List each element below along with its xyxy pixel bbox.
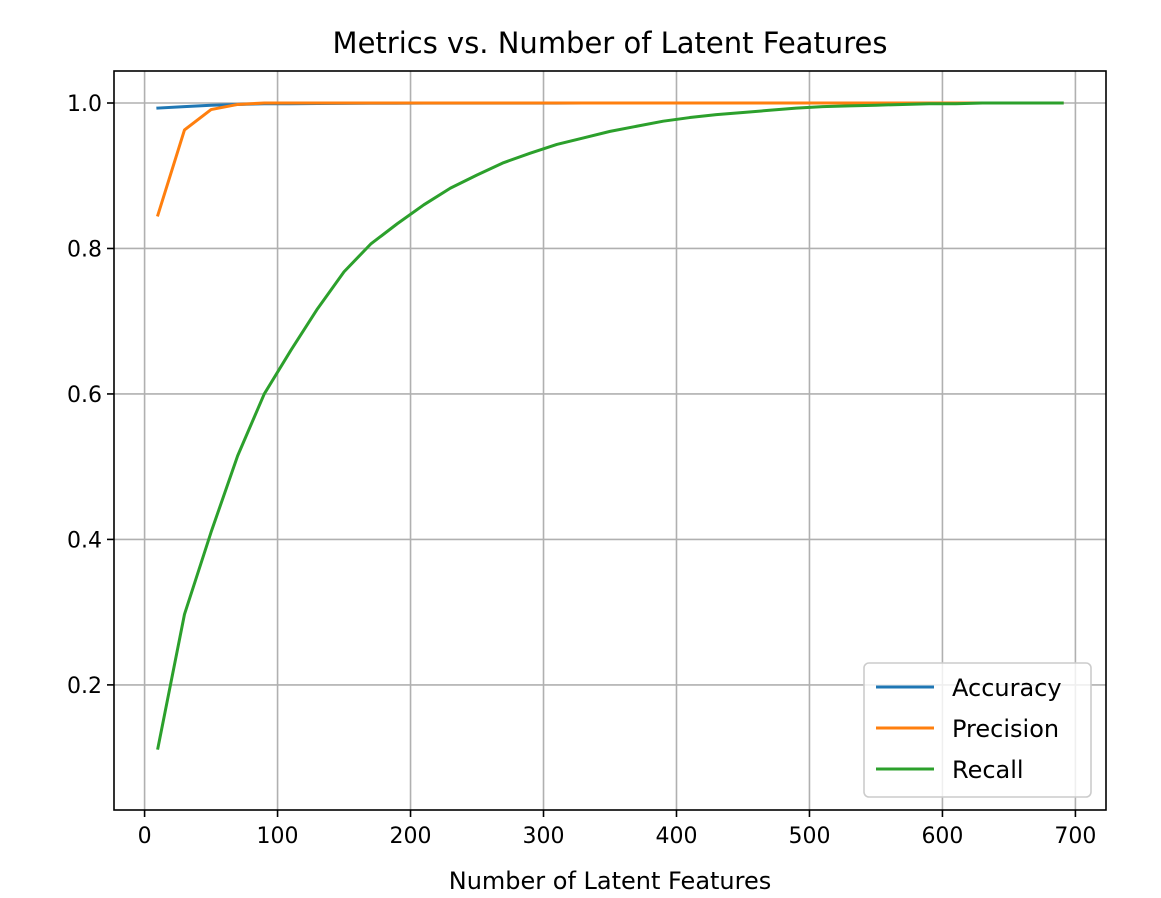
y-tick-label: 1.0: [67, 92, 102, 117]
series-layer: [156, 101, 1064, 750]
x-tick-label: 0: [138, 824, 152, 849]
x-tick-label: 300: [523, 824, 565, 849]
x-tick-label: 100: [257, 824, 299, 849]
plot-frame: [113, 70, 1107, 811]
x-tick-label: 500: [788, 824, 830, 849]
y-tick-label: 0.4: [67, 528, 102, 553]
y-tick-label: 0.6: [67, 383, 102, 408]
legend-box: [863, 662, 1092, 798]
chart-title: Metrics vs. Number of Latent Features: [333, 26, 888, 60]
x-tick-label: 200: [390, 824, 432, 849]
x-tick-label: 700: [1054, 824, 1096, 849]
y-tick-label: 0.8: [67, 237, 102, 262]
legend-label-precision: Precision: [952, 715, 1059, 743]
legend-label-recall: Recall: [952, 756, 1024, 784]
legend: Accuracy Precision Recall: [863, 662, 1092, 798]
series-line-recall: [156, 101, 1064, 750]
y-tick-label: 0.2: [67, 674, 102, 699]
axis-ticks: 0 100 200 300 400 500 600 700 0.2 0.4 0.6 0.8 1.0: [67, 92, 1096, 849]
x-tick-label: 400: [655, 824, 697, 849]
legend-label-accuracy: Accuracy: [952, 674, 1062, 702]
x-axis-label: Number of Latent Features: [449, 867, 772, 895]
x-tick-label: 600: [921, 824, 963, 849]
